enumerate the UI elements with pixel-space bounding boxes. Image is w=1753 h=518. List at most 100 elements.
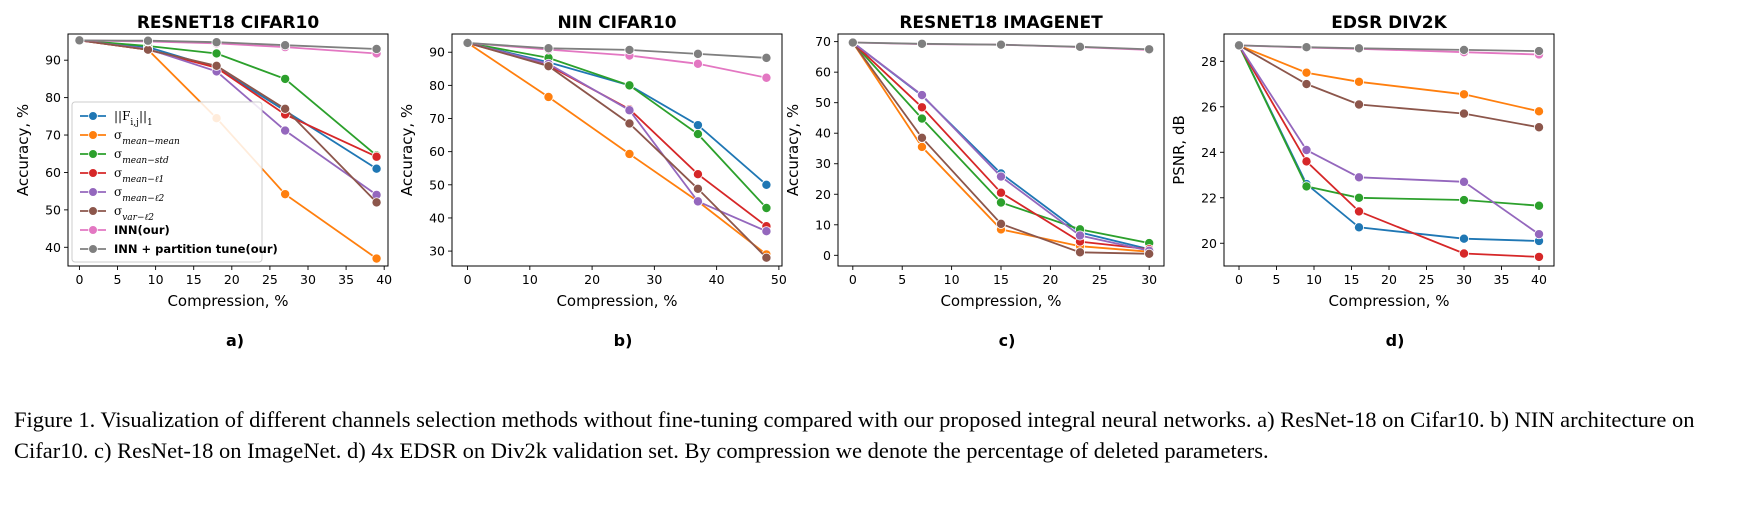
legend-marker [88,111,98,121]
data-point [1534,200,1545,211]
data-point [761,202,772,213]
legend-label: INN + partition tune(our) [114,242,278,256]
data-point [916,132,927,143]
data-point [692,129,703,140]
legend-marker [88,168,98,178]
data-point [996,39,1007,50]
series-5 [1234,40,1545,240]
data-point [1075,41,1086,52]
x-tick-label: 15 [1344,272,1360,287]
data-point [1459,89,1470,100]
data-point [916,113,927,124]
data-point [761,252,772,263]
data-point [543,43,554,54]
series-line [1238,44,1540,113]
x-tick-label: 0 [464,272,472,287]
data-point [692,48,703,59]
x-axis-label: Compression, % [940,292,1061,310]
data-point [280,40,291,51]
data-point [1459,195,1470,206]
data-point [692,58,703,69]
legend-marker [88,244,98,254]
series-8 [847,37,1155,55]
x-tick-label: 5 [1273,272,1281,287]
legend-item: INN + partition tune(our) [80,242,278,256]
series-3 [1234,40,1545,211]
x-tick-label: 20 [1042,272,1058,287]
data-point [371,253,382,264]
x-tick-label: 10 [148,272,164,287]
data-point [543,91,554,102]
series-3 [847,37,1155,249]
data-point [1354,222,1365,233]
x-tick-label: 20 [584,272,600,287]
panel-label: b) [614,331,633,350]
data-point [1075,247,1086,258]
x-tick-label: 25 [262,272,278,287]
y-tick-label: 30 [815,156,831,171]
data-point [1301,42,1312,53]
data-point [916,102,927,113]
x-tick-label: 50 [771,272,787,287]
chart-panel-2: NIN CIFAR10 0 10 20 30 40 50 30 40 50 60 70 80 90 Comp… [398,13,787,350]
data-point [1534,122,1545,133]
series-line [467,42,768,259]
series-1 [1234,40,1545,246]
series-line [1238,45,1540,207]
y-tick-label: 26 [1201,99,1217,114]
data-point [692,183,703,194]
y-tick-label: 70 [815,34,831,49]
data-point [996,187,1007,198]
chart-panel-3: RESNET18 IMAGENET 0 5 10 15 20 25 30 0 10 20 30 40 50… [784,13,1165,350]
data-point [996,197,1007,208]
y-tick-label: 22 [1201,190,1217,205]
data-point [1301,144,1312,155]
data-point [371,163,382,174]
x-tick-label: 10 [522,272,538,287]
data-point [1459,44,1470,55]
x-tick-label: 15 [186,272,202,287]
panel-label: c) [999,331,1016,350]
y-axis-label: Accuracy, % [784,104,802,196]
y-tick-label: 50 [815,95,831,110]
legend-marker [88,130,98,140]
x-tick-label: 30 [646,272,662,287]
chart-title: EDSR DIV2K [1331,13,1447,33]
series-line [467,42,767,256]
panel-label: d) [1386,331,1405,350]
data-point [142,35,153,46]
data-point [142,44,153,55]
data-point [371,43,382,54]
x-tick-label: 20 [1381,272,1397,287]
data-point [761,179,772,190]
x-tick-label: 10 [1306,272,1322,287]
legend-box [71,101,263,263]
legend-marker [88,187,98,197]
data-point [624,118,635,129]
data-point [1144,44,1155,55]
x-tick-label: 30 [300,272,316,287]
chart-title: RESNET18 CIFAR10 [137,13,319,33]
x-tick-label: 0 [75,272,83,287]
data-point [1534,251,1545,262]
x-tick-label: 10 [944,272,960,287]
y-axis-label: Accuracy, % [398,104,416,196]
x-tick-label: 30 [1141,272,1157,287]
data-point [1459,248,1470,259]
x-axis-label: Compression, % [1328,292,1449,310]
data-point [916,90,927,101]
panel-label: a) [226,331,244,350]
data-point [211,60,222,71]
data-point [996,171,1007,182]
data-point [847,37,858,48]
y-tick-label: 24 [1201,145,1217,160]
data-point [1534,106,1545,117]
data-point [1301,181,1312,192]
y-tick-label: 10 [815,217,831,232]
y-tick-label: 0 [823,248,831,263]
figure-caption: Figure 1. Visualization of different cha… [14,407,1695,463]
y-tick-label: 40 [45,240,61,255]
series-3 [462,37,772,213]
x-tick-label: 40 [709,272,725,287]
